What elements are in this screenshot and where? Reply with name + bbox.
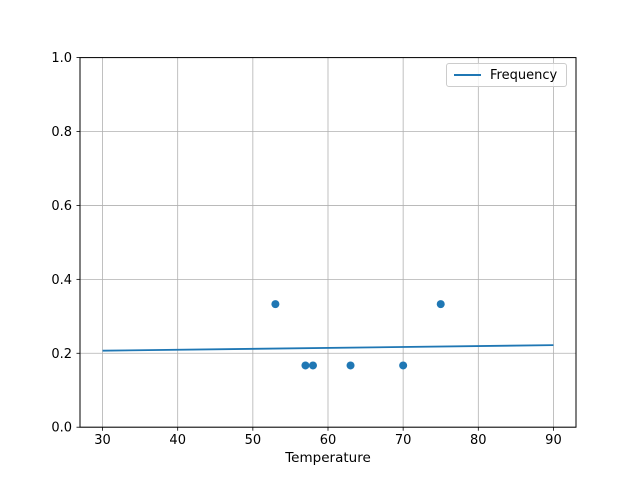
x-tick-label: 90 [545,433,562,448]
y-tick-label: 1.0 [51,51,72,66]
x-tick-label: 70 [395,433,412,448]
legend-line-sample [454,74,481,76]
x-tick-label: 80 [470,433,487,448]
x-tick-label: 50 [245,433,262,448]
legend[interactable]: Frequency [446,63,567,87]
trend-line [102,344,554,352]
y-tick-label: 0.0 [51,421,72,436]
legend-label: Frequency [490,67,558,83]
y-tick-label: 0.8 [51,125,72,140]
x-tick-label: 30 [94,433,111,448]
scatter-point [308,361,317,370]
x-tick-label: 60 [320,433,337,448]
scatter-point [271,300,280,309]
scatter-point [436,300,445,309]
x-axis-label: Temperature [285,450,371,466]
scatter-point [346,361,355,370]
scatter-point [399,361,408,370]
scatter-point [301,361,310,370]
plot-spines [79,57,577,428]
y-tick-label: 0.4 [51,273,72,288]
y-tick-label: 0.2 [51,347,72,362]
x-tick-label: 40 [169,433,186,448]
y-tick-label: 0.6 [51,199,72,214]
